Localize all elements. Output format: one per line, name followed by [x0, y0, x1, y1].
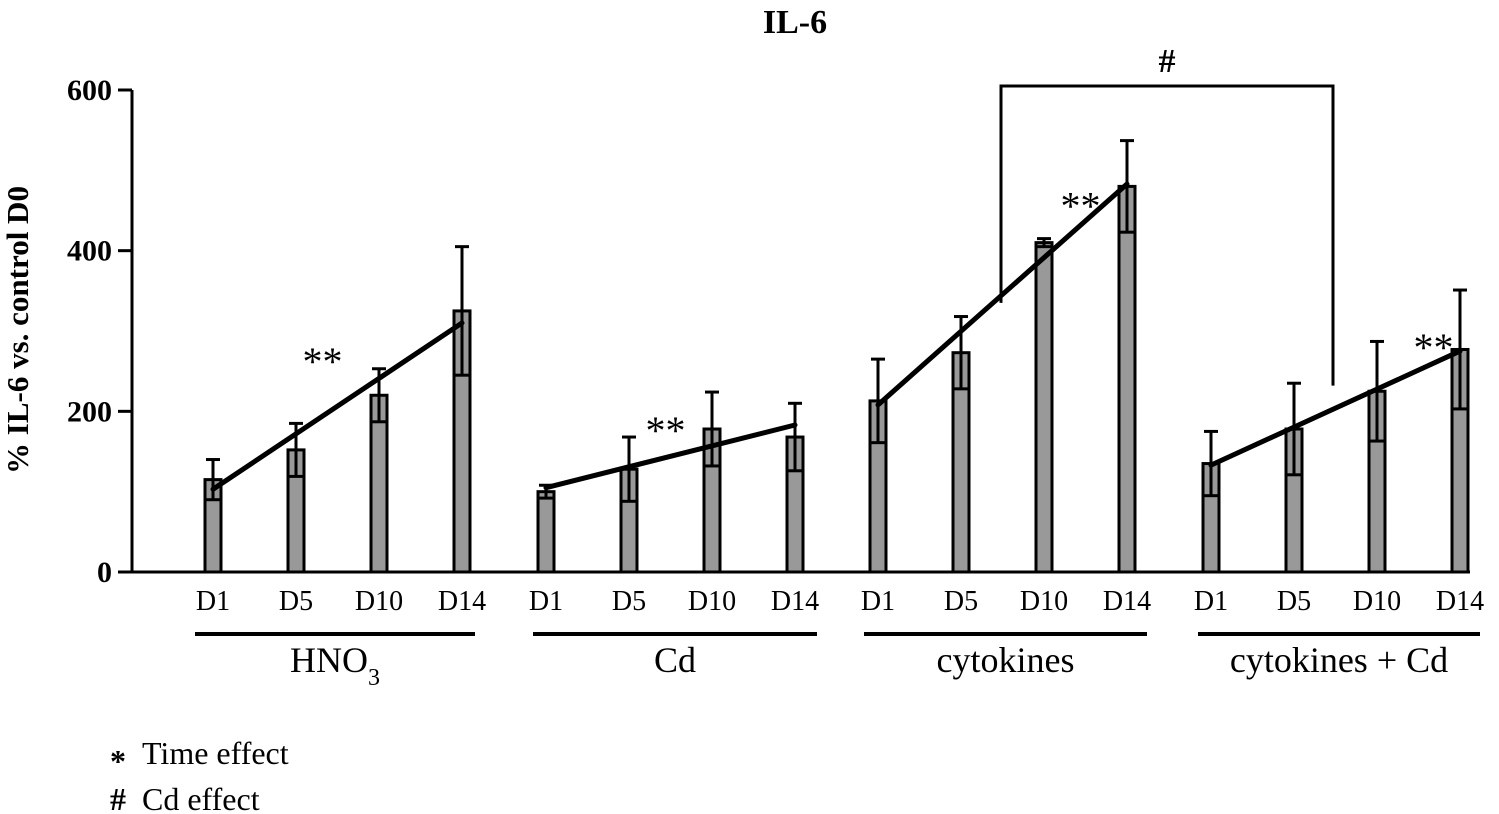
legend: * Time effect # Cd effect	[110, 735, 289, 814]
group-label: HNO3	[290, 640, 380, 691]
significance-stars: **	[646, 408, 686, 453]
group-label: cytokines	[937, 640, 1075, 680]
axes: 0 200 400 600	[67, 74, 1470, 589]
chart-title: IL-6	[763, 4, 827, 41]
cd-effect-bracket: #	[999, 43, 1335, 386]
y-tick-label: 0	[97, 556, 112, 589]
x-tick-label: D14	[1436, 586, 1484, 617]
x-tick-label: D14	[771, 586, 819, 617]
x-tick-label: D5	[944, 586, 978, 617]
x-tick-label: D10	[1353, 586, 1401, 617]
x-tick-label: D14	[438, 586, 486, 617]
bracket-line	[999, 84, 1335, 386]
x-tick-label: D10	[688, 586, 736, 617]
x-tick-label: D1	[529, 586, 563, 617]
legend-symbol: *	[110, 743, 126, 779]
bar-group: D1 D5 D10 D14 ** cytokines	[861, 139, 1151, 680]
x-tick-label: D10	[1020, 586, 1068, 617]
y-tick-label: 400	[67, 235, 112, 268]
y-tick-label: 200	[67, 395, 112, 428]
bracket-label: #	[1159, 43, 1176, 80]
x-tick-label: D1	[861, 586, 895, 617]
trend-line	[875, 181, 1130, 408]
significance-stars: **	[303, 339, 343, 384]
group-label-text: Cd	[654, 640, 696, 680]
legend-symbol: #	[110, 781, 126, 814]
legend-label: Time effect	[142, 735, 289, 771]
legend-label: Cd effect	[142, 781, 260, 814]
trend-line	[543, 422, 798, 491]
y-axis-label: % IL-6 vs. control D0	[0, 186, 35, 474]
y-tick-label: 600	[67, 74, 112, 107]
x-tick-label: D1	[196, 586, 230, 617]
bar-group: D1 D5 D10 D14 ** cytokines + Cd	[1194, 288, 1484, 680]
bar-group: D1 D5 D10 D14 ** HNO3	[195, 245, 486, 691]
x-tick-label: D1	[1194, 586, 1228, 617]
x-tick-label: D14	[1103, 586, 1151, 617]
x-tick-label: D5	[1277, 586, 1311, 617]
group-label-text: cytokines	[937, 640, 1075, 680]
trend-line	[1208, 348, 1463, 468]
trend-line	[210, 320, 465, 492]
group-label-text: HNO	[290, 640, 368, 680]
bar-group: D1 D5 D10 D14 ** Cd	[529, 390, 819, 680]
group-label-subscript: 3	[368, 665, 380, 691]
significance-stars: **	[1061, 183, 1101, 228]
group-label-text: cytokines + Cd	[1230, 640, 1448, 680]
x-tick-label: D10	[355, 586, 403, 617]
bar	[536, 490, 556, 574]
bar	[1117, 184, 1137, 574]
group-label: cytokines + Cd	[1230, 640, 1448, 680]
group-label: Cd	[654, 640, 696, 680]
bar	[1034, 241, 1054, 574]
bar-groups: D1 D5 D10 D14 ** HNO3 D1 D5 D10 D14 ** Cd D1 D5 D10 D14…	[195, 139, 1484, 691]
significance-stars: **	[1414, 325, 1454, 370]
x-tick-label: D5	[612, 586, 646, 617]
x-tick-label: D5	[279, 586, 313, 617]
